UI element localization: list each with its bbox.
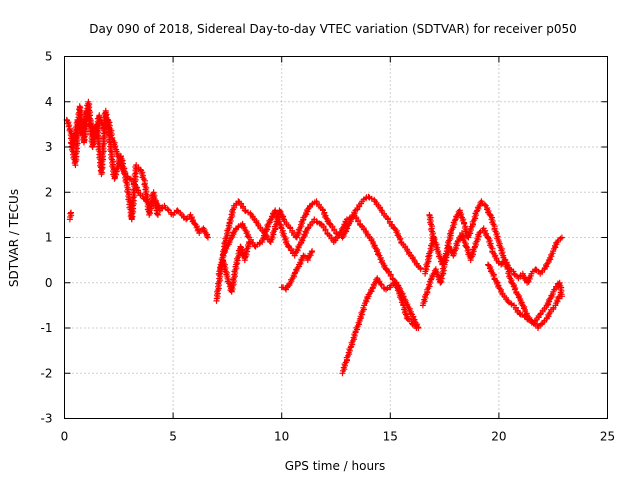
x-tick-label: 5 — [169, 430, 177, 444]
series-arc-segment-d — [419, 225, 565, 309]
series-lower-branch-7-8h — [215, 239, 253, 295]
data-series — [63, 98, 565, 377]
point-markers — [339, 275, 420, 377]
series-spike-near-16-8h — [426, 211, 437, 245]
x-tick-label: 25 — [600, 430, 615, 444]
x-tick-label: 10 — [274, 430, 289, 444]
y-axis-label: SDTVAR / TECUs — [7, 189, 21, 287]
point-markers — [419, 225, 565, 309]
y-tick-label: 1 — [45, 231, 53, 245]
point-markers — [66, 209, 75, 223]
x-tick-label: 15 — [383, 430, 398, 444]
y-tick-label: 4 — [45, 95, 53, 109]
x-axis-label: GPS time / hours — [285, 459, 386, 473]
point-markers — [68, 98, 161, 223]
series-early-cluster — [68, 98, 161, 223]
point-markers — [426, 211, 437, 245]
y-tick-label: 0 — [45, 276, 53, 290]
y-tick-label: -2 — [41, 366, 53, 380]
series-deep-descending-arc — [339, 275, 420, 377]
y-tick-label: 3 — [45, 140, 53, 154]
y-tick-label: 2 — [45, 185, 53, 199]
y-tick-label: 5 — [45, 50, 53, 64]
series-lower-branch-19-23h — [485, 261, 565, 327]
series-isolated-start — [66, 209, 75, 223]
point-markers — [485, 261, 565, 327]
y-tick-label: -1 — [41, 321, 53, 335]
chart-title: Day 090 of 2018, Sidereal Day-to-day VTE… — [89, 22, 577, 36]
x-tick-label: 20 — [491, 430, 506, 444]
x-tick-label: 0 — [61, 430, 69, 444]
y-tick-label: -3 — [41, 412, 53, 426]
point-markers — [215, 239, 253, 295]
series-dip-around-10h — [278, 248, 316, 293]
axis-ticks — [64, 56, 608, 419]
axis-tick-labels: 0 5 10 15 20 25 -3 -2 -1 0 1 2 3 4 5 — [41, 50, 616, 444]
point-markers — [278, 248, 316, 293]
